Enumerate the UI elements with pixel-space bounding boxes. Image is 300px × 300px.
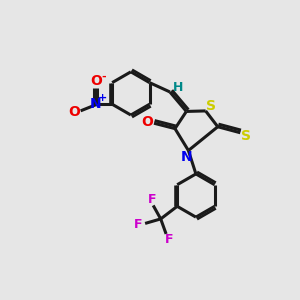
Text: O: O [91, 74, 103, 88]
Text: H: H [173, 81, 183, 94]
Text: -: - [101, 72, 106, 82]
Text: F: F [148, 193, 156, 206]
Text: +: + [98, 93, 107, 103]
Text: F: F [134, 218, 143, 230]
Text: N: N [181, 150, 193, 164]
Text: S: S [241, 129, 251, 143]
Text: N: N [90, 97, 101, 111]
Text: F: F [165, 233, 173, 246]
Text: S: S [206, 99, 216, 113]
Text: O: O [141, 115, 153, 129]
Text: O: O [68, 105, 80, 119]
